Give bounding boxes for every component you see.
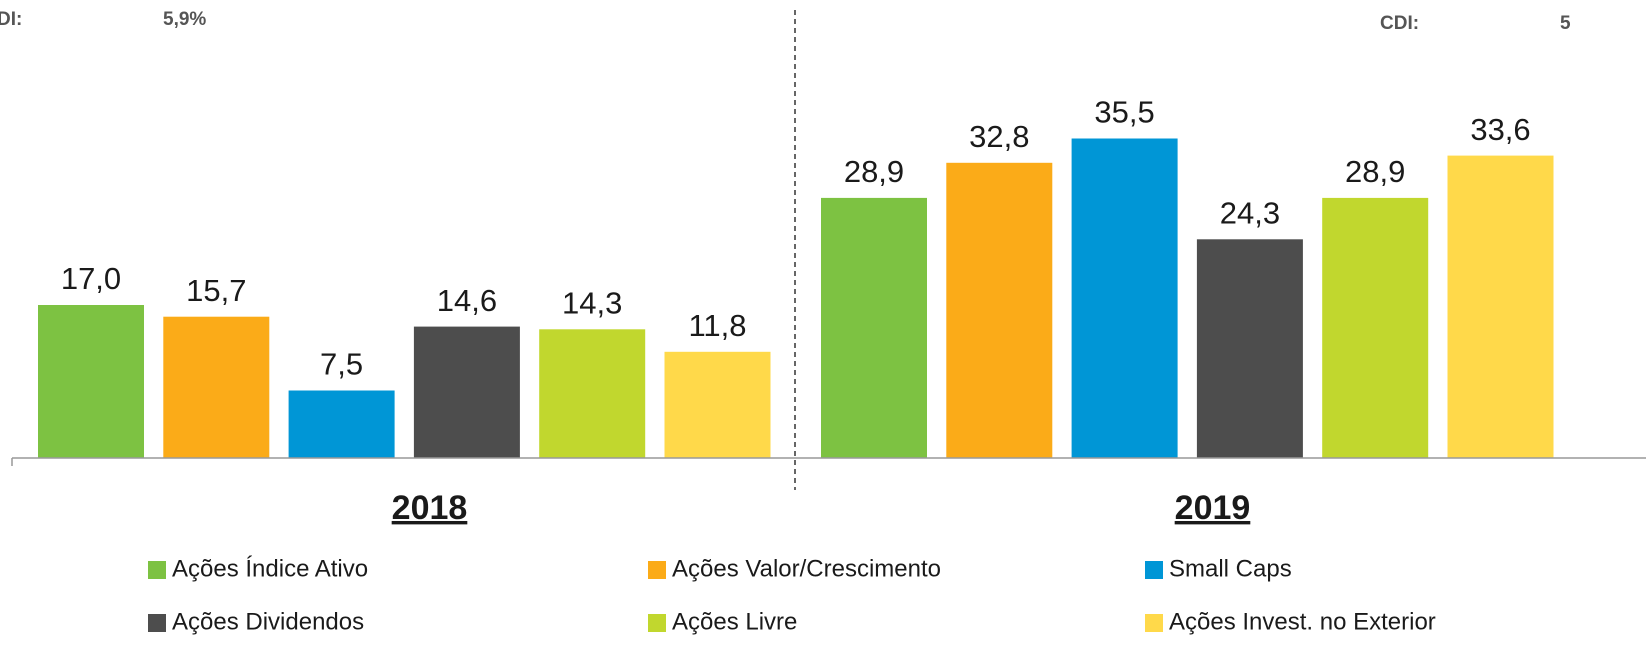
legend-label: Ações Livre (672, 608, 797, 635)
legend-swatch (148, 561, 166, 579)
data-label: 14,3 (562, 285, 622, 320)
annotation: 5,9% (163, 9, 206, 30)
x-tick-label: 2019 (1175, 489, 1251, 527)
bar (288, 390, 395, 458)
data-label: 7,5 (320, 347, 363, 382)
legend-swatch (1145, 614, 1163, 632)
data-label: 24,3 (1220, 195, 1280, 230)
data-label: 32,8 (969, 119, 1029, 154)
data-label: 14,6 (437, 283, 497, 318)
bar (821, 197, 927, 458)
legend-swatch (648, 561, 666, 579)
data-label: 28,9 (844, 154, 904, 189)
data-label: 28,9 (1345, 154, 1405, 189)
bar (38, 305, 144, 458)
annotation: DI: (0, 9, 22, 30)
legend-swatch (148, 614, 166, 632)
annotation: CDI: (1380, 13, 1419, 34)
legend-label: Ações Dividendos (172, 608, 364, 635)
bar (1196, 239, 1303, 458)
bar (163, 316, 270, 458)
legend-swatch (1145, 561, 1163, 579)
data-label: 11,8 (688, 308, 746, 343)
legend-label: Small Caps (1169, 555, 1292, 582)
bar (664, 351, 771, 458)
bar (539, 329, 646, 458)
data-label: 35,5 (1094, 95, 1154, 130)
bar (1322, 197, 1429, 458)
legend-label: Ações Valor/Crescimento (672, 555, 941, 582)
bar (946, 162, 1053, 459)
x-tick-label: 2018 (392, 489, 468, 527)
bar (1447, 155, 1554, 458)
legend-label: Ações Índice Ativo (172, 555, 368, 582)
data-label: 15,7 (186, 273, 246, 308)
legend-label: Ações Invest. no Exterior (1169, 608, 1436, 635)
data-label: 17,0 (61, 261, 121, 296)
annotation: 5 (1560, 13, 1571, 34)
legend-swatch (648, 614, 666, 632)
bar (1071, 138, 1178, 458)
data-label: 33,6 (1470, 112, 1530, 147)
bar (413, 326, 520, 458)
